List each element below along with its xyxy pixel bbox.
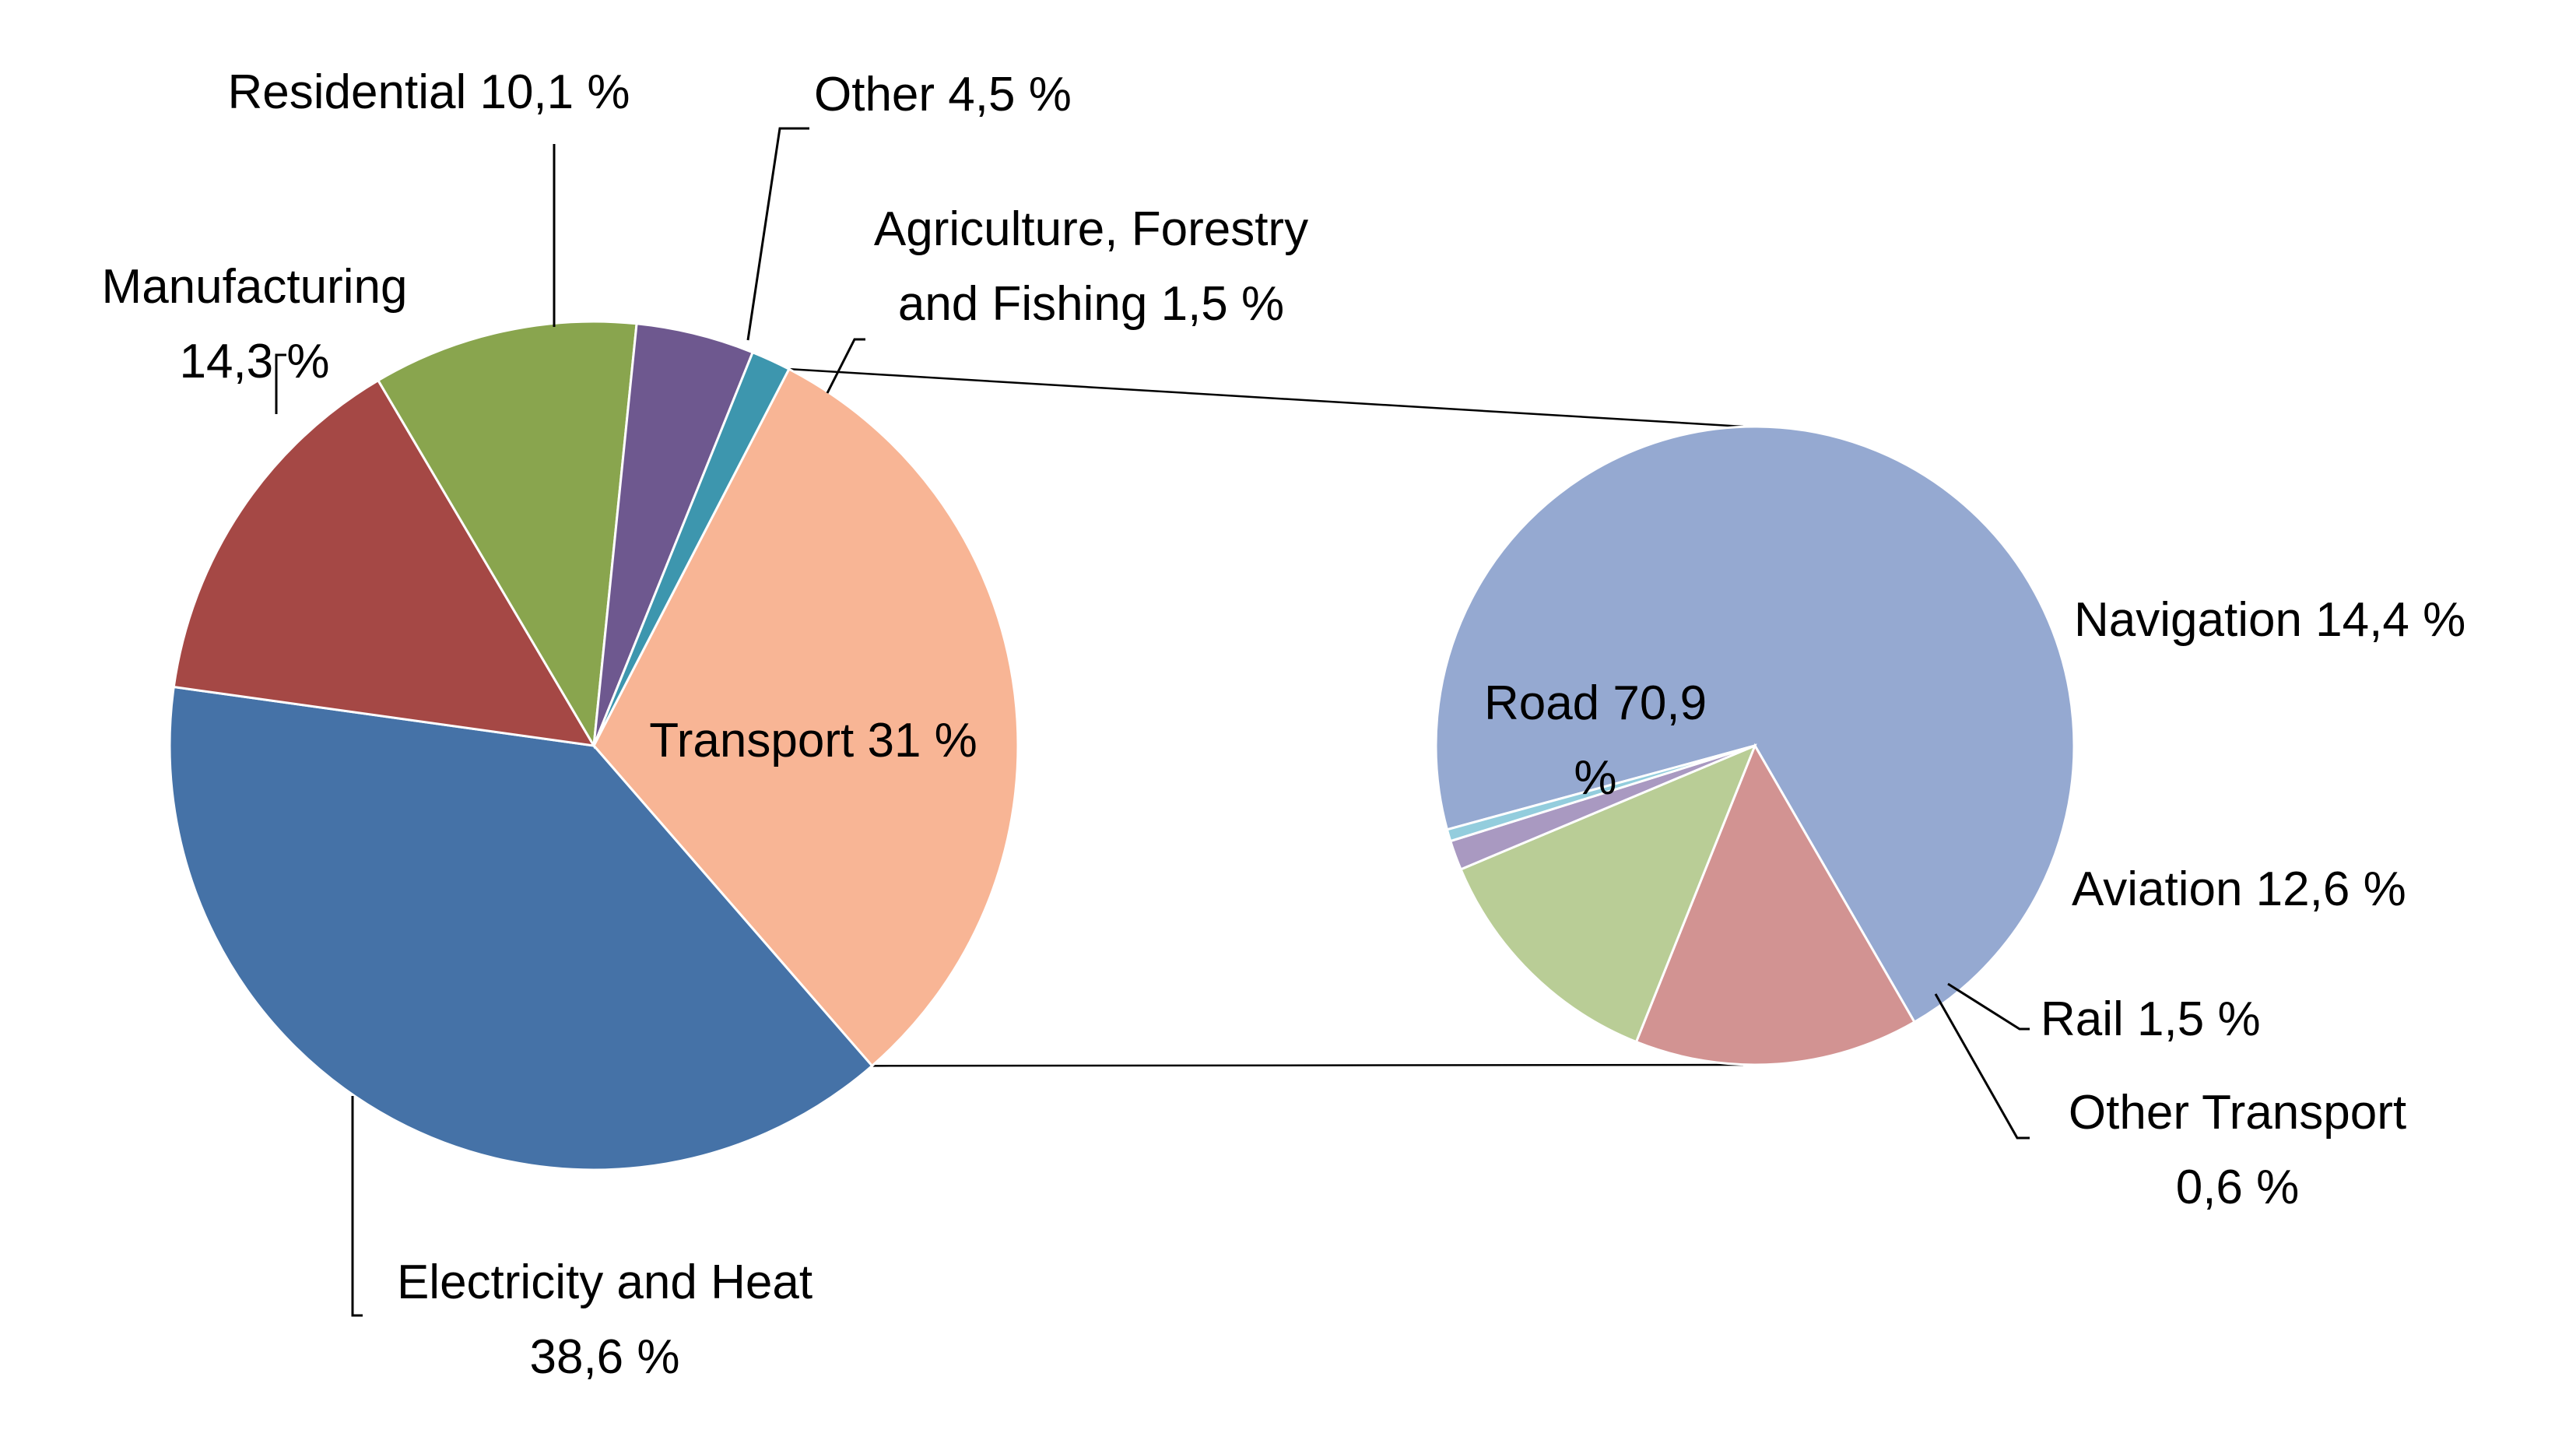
leader-lines — [275, 127, 2030, 1317]
label-navigation-line: Navigation 14,4 % — [2074, 593, 2465, 647]
label-navigation: Navigation 14,4 % — [2074, 593, 2465, 647]
label-agriculture-forestry-and-fishing-line: and Fishing 1,5 % — [898, 277, 1284, 331]
slice-other-transport — [1445, 744, 1756, 843]
label-other-transport: Other Transport 0,6 % — [2069, 1086, 2406, 1214]
label-agriculture-forestry-and-fishing: Agriculture, Forestry and Fishing 1,5 % — [874, 202, 1308, 331]
label-road-line: % — [1574, 751, 1616, 805]
leader-electricity — [351, 1096, 363, 1317]
label-residential-line: Residential 10,1 % — [228, 65, 630, 119]
label-electricity-and-heat-line: Electricity and Heat — [397, 1256, 812, 1309]
slice-residential — [376, 320, 638, 750]
label-transport-line: Transport 31 % — [649, 714, 977, 767]
main-pie — [168, 320, 1020, 1171]
leader-manufacturing — [275, 353, 286, 414]
slice-electricity-and-heat — [168, 685, 874, 1171]
label-manufacturing-line: 14,3 % — [179, 335, 329, 388]
label-manufacturing-line: Manufacturing — [102, 260, 408, 314]
leader-other — [746, 127, 809, 341]
slice-road — [1434, 425, 2076, 1024]
label-rail-line: Rail 1,5 % — [2041, 992, 2261, 1046]
label-residential: Residential 10,1 % — [228, 65, 630, 119]
slice-agriculture-forestry-and-fishing — [592, 350, 791, 746]
slice-navigation — [1634, 743, 1917, 1066]
label-rail: Rail 1,5 % — [2041, 992, 2261, 1046]
label-aviation: Aviation 12,6 % — [2072, 862, 2406, 916]
label-electricity-and-heat: Electricity and Heat 38,6 % — [397, 1256, 812, 1384]
leader-agriculture — [826, 338, 865, 394]
label-manufacturing: Manufacturing 14,3 % — [102, 260, 408, 388]
connector-lines — [788, 367, 1744, 1067]
connector-line-top — [788, 367, 1744, 428]
label-road-line: Road 70,9 — [1484, 676, 1707, 730]
label-aviation-line: Aviation 12,6 % — [2072, 862, 2406, 916]
label-other: Other 4,5 % — [814, 68, 1072, 121]
label-other-transport-line: 0,6 % — [2176, 1161, 2300, 1214]
label-transport: Transport 31 % — [649, 714, 977, 767]
label-electricity-and-heat-line: 38,6 % — [529, 1330, 679, 1384]
label-other-line: Other 4,5 % — [814, 68, 1072, 121]
slice-manufacturing — [172, 378, 596, 747]
leader-rail — [1947, 982, 2030, 1031]
secondary-pie — [1434, 425, 2076, 1066]
data-labels: Transport 31 % Electricity and Heat 38,6 %… — [102, 65, 2466, 1384]
label-agriculture-forestry-and-fishing-line: Agriculture, Forestry — [874, 202, 1308, 256]
leader-other-transport — [1934, 993, 2030, 1140]
label-other-transport-line: Other Transport — [2069, 1086, 2406, 1140]
connector-line-bottom — [872, 1063, 1744, 1067]
slice-aviation — [1459, 743, 1757, 1044]
label-road: Road 70,9% — [1484, 676, 1707, 805]
